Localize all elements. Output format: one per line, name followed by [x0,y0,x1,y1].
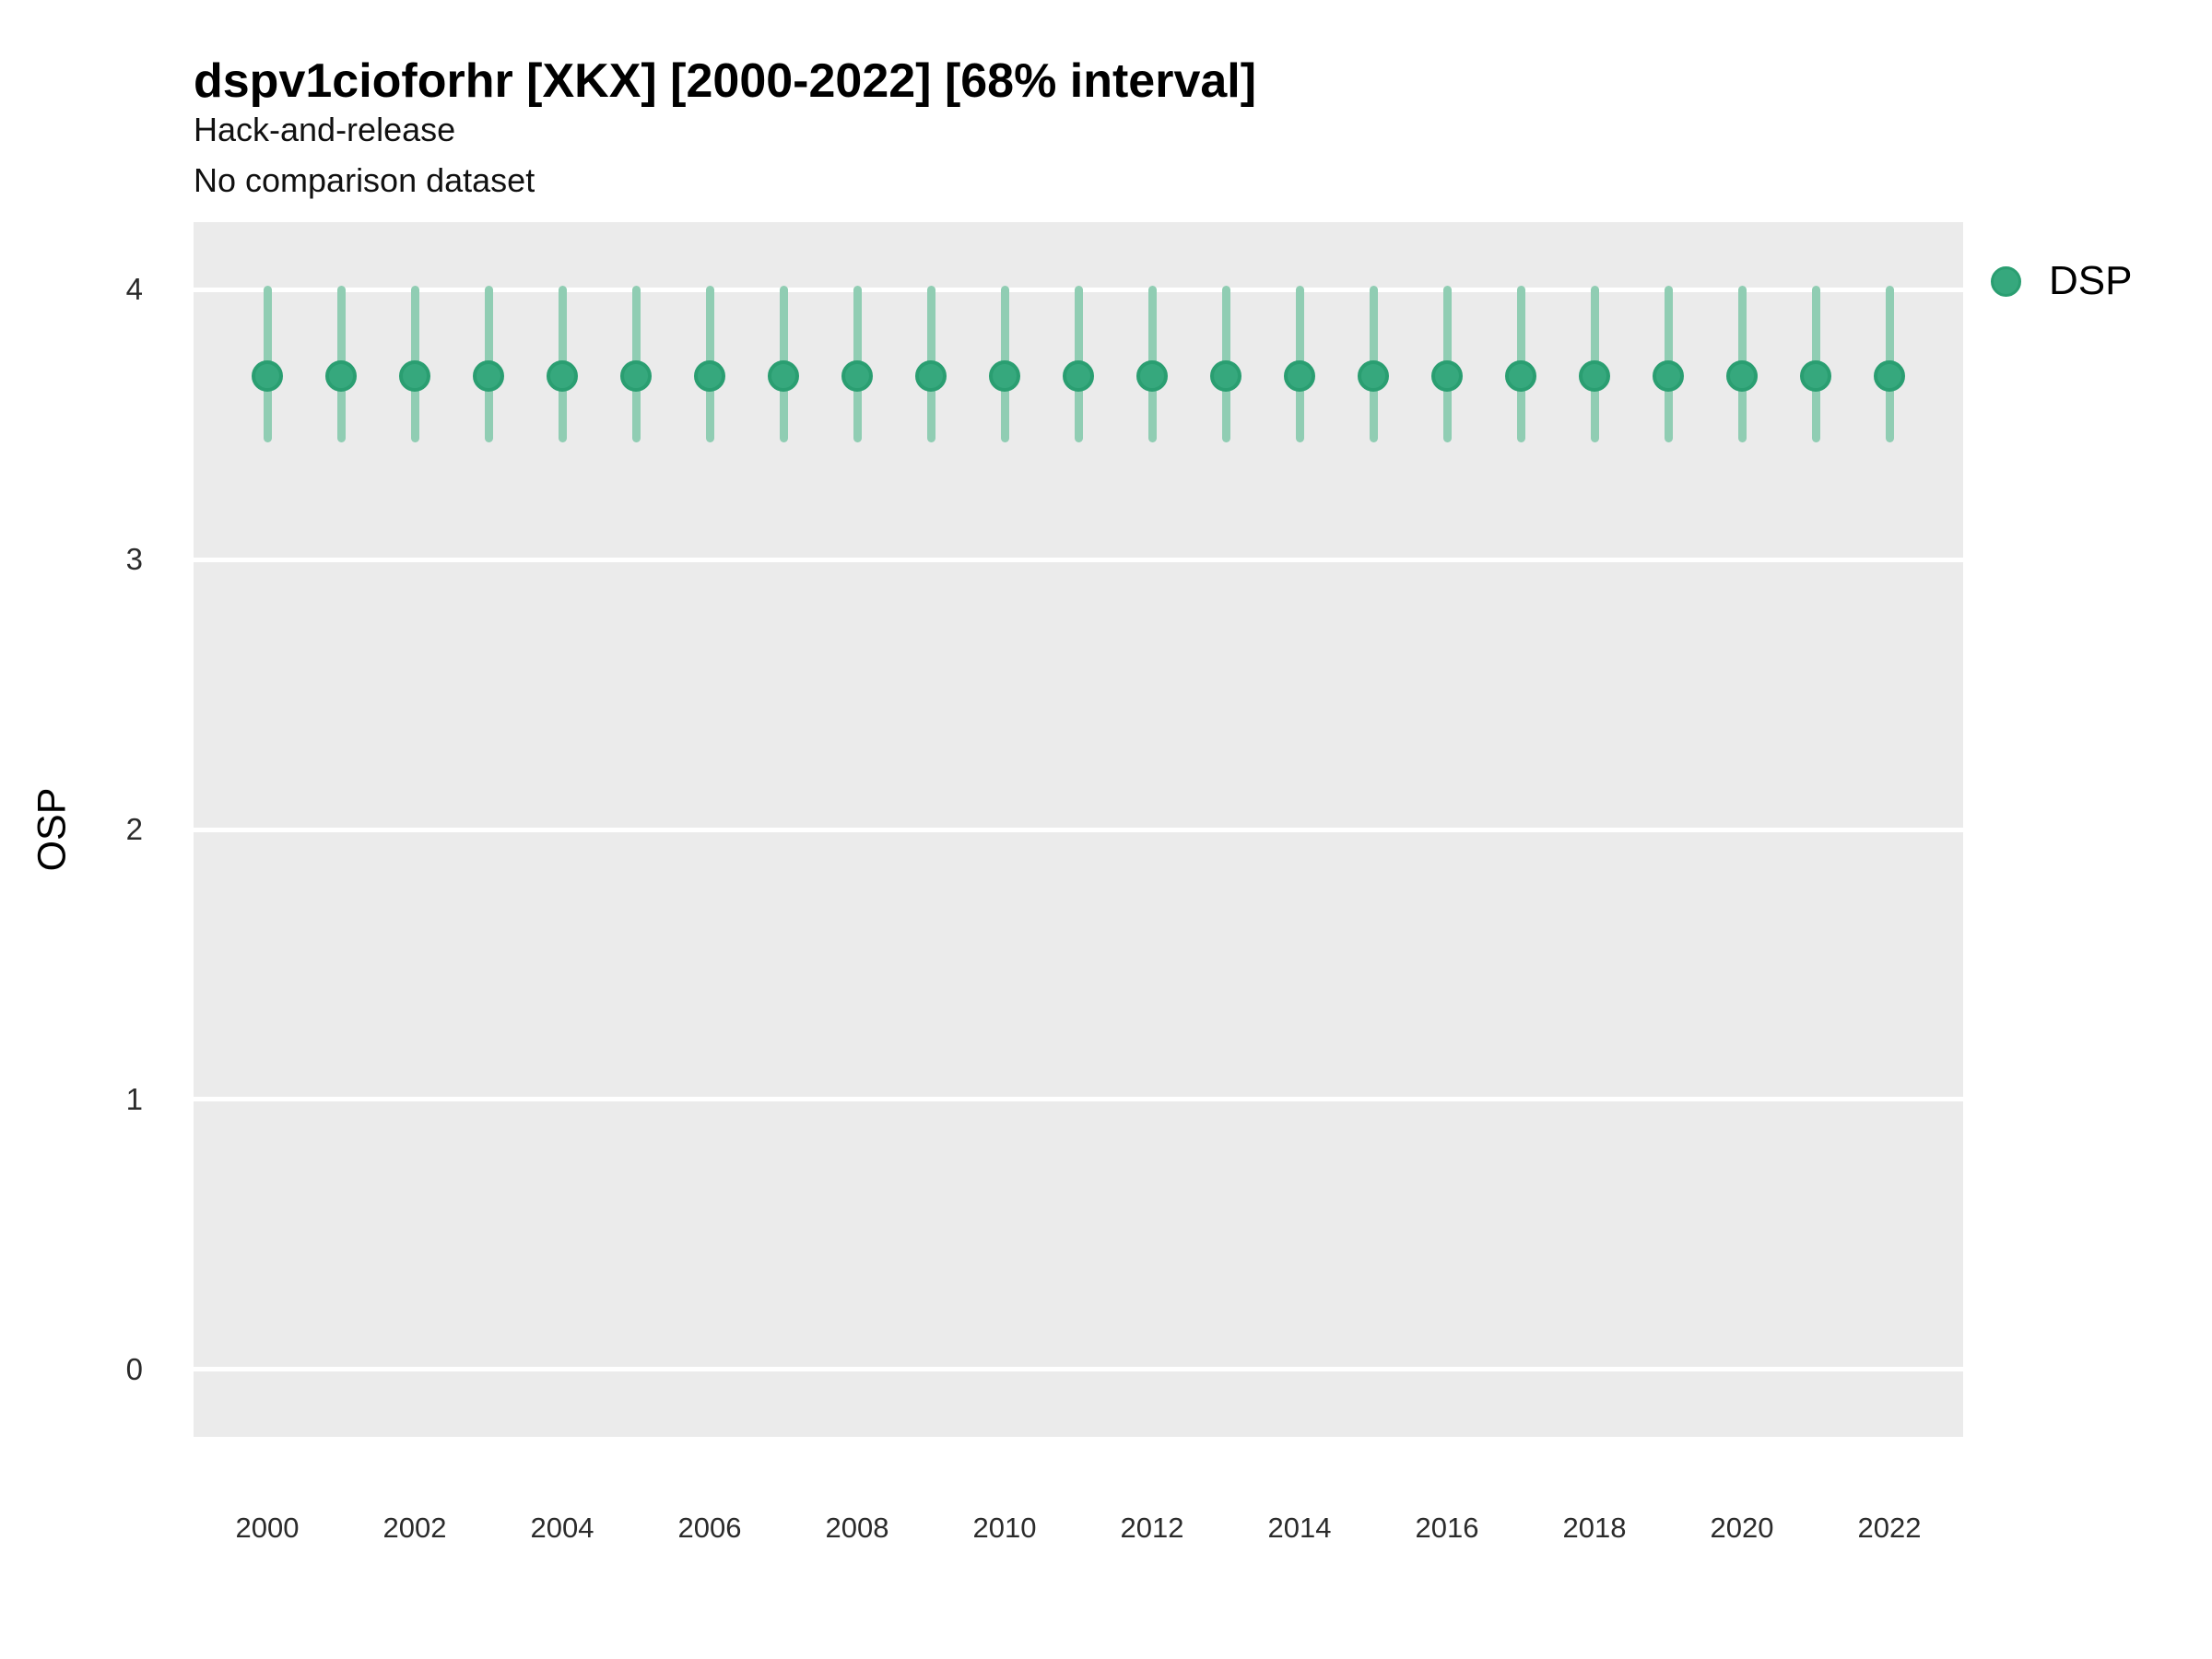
data-point [399,359,430,392]
x-tick-label: 2018 [1562,1512,1627,1544]
x-tick-label: 2010 [972,1512,1037,1544]
x-tick-label: 2012 [1120,1512,1184,1544]
data-point [1431,359,1463,392]
x-tick-label: 2008 [825,1512,889,1544]
data-point [1874,359,1905,392]
data-point [1726,359,1758,392]
data-point [1210,359,1241,392]
y-tick-label: 4 [125,272,143,307]
x-tick-label: 2002 [382,1512,447,1544]
gridline-y-3 [194,557,1963,562]
data-point [325,359,357,392]
legend: DSP [1991,258,2132,304]
data-point [252,359,283,392]
chart-subtitle-line2: No comparison dataset [194,161,535,199]
data-point [473,359,504,392]
gridline-y-2 [194,827,1963,832]
data-point [1505,359,1536,392]
x-tick-label: 2014 [1267,1512,1332,1544]
x-tick-label: 2004 [530,1512,594,1544]
legend-label-dsp: DSP [2049,258,2133,303]
legend-dot-icon [1991,265,2021,297]
data-point [1063,359,1094,392]
y-tick-label: 2 [125,812,143,846]
data-point [1284,359,1315,392]
x-tick-label: 2016 [1415,1512,1479,1544]
gridline-y-0 [194,1367,1963,1372]
data-point [989,359,1020,392]
x-tick-label: 2006 [677,1512,742,1544]
data-point [1136,359,1168,392]
data-point [1358,359,1389,392]
data-point [694,359,725,392]
y-tick-label: 3 [125,542,143,577]
data-point [841,359,873,392]
data-point [1653,359,1684,392]
data-point [547,359,578,392]
chart-subtitle-line1: Hack-and-release [194,111,456,148]
x-tick-label: 2022 [1857,1512,1922,1544]
chart-title: dspv1cioforhr [XKX] [2000-2022] [68% int… [194,54,1257,108]
plot-panel [194,222,1963,1437]
data-point [1579,359,1610,392]
data-point [1800,359,1831,392]
data-point [915,359,947,392]
y-tick-label: 1 [125,1081,143,1116]
y-tick-label: 0 [125,1351,143,1386]
x-tick-label: 2000 [235,1512,300,1544]
x-tick-label: 2020 [1710,1512,1774,1544]
data-point [768,359,799,392]
data-point [620,359,652,392]
gridline-y-1 [194,1097,1963,1102]
